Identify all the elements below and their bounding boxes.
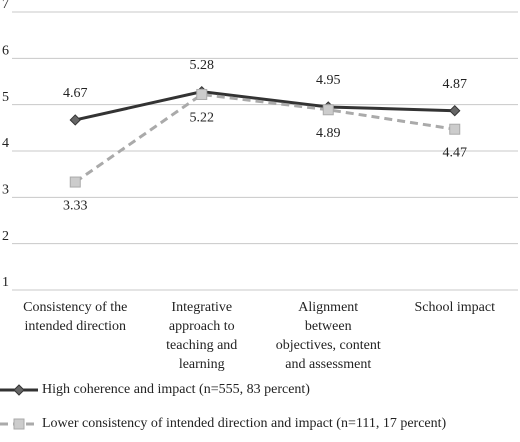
- data-label: 4.89: [316, 126, 341, 141]
- legend-label: High coherence and impact (n=555, 83 per…: [42, 382, 310, 397]
- y-tick-label: 4: [2, 136, 9, 151]
- y-tick-label: 1: [2, 275, 9, 290]
- data-label: 4.47: [443, 145, 468, 160]
- x-tick-label: School impact: [415, 300, 496, 315]
- series-line: [74, 90, 455, 122]
- series-line: [74, 92, 455, 184]
- data-label: 4.67: [63, 86, 88, 101]
- marker: [449, 104, 461, 117]
- data-label: 5.22: [190, 111, 215, 126]
- marker: [69, 176, 81, 188]
- y-tick-label: 3: [2, 183, 9, 198]
- data-label: 4.87: [443, 77, 468, 92]
- x-tick-label: between: [305, 319, 352, 334]
- data-label: 5.28: [190, 58, 215, 73]
- y-tick-label: 5: [2, 90, 9, 105]
- x-tick-label: Integrative: [171, 300, 232, 315]
- x-tick-label: Alignment: [298, 300, 358, 315]
- x-tick-label: intended direction: [25, 319, 126, 334]
- x-tick-label: objectives, content: [276, 338, 381, 353]
- data-label: 3.33: [63, 198, 88, 213]
- x-tick-label: teaching and: [166, 338, 237, 353]
- marker: [13, 418, 25, 430]
- marker: [196, 88, 208, 100]
- data-label: 4.95: [316, 73, 341, 88]
- y-tick-label: 2: [2, 229, 9, 244]
- y-tick-label: 6: [2, 44, 9, 59]
- x-tick-label: learning: [179, 357, 225, 372]
- marker: [13, 384, 25, 396]
- x-tick-label: Consistency of the: [23, 300, 127, 315]
- y-tick-label: 7: [2, 0, 9, 12]
- marker: [322, 104, 334, 116]
- x-tick-label: approach to: [169, 319, 235, 334]
- marker: [449, 123, 461, 135]
- legend-label: Lower consistency of intended direction …: [42, 416, 447, 431]
- marker: [69, 114, 81, 126]
- x-tick-label: and assessment: [285, 357, 371, 372]
